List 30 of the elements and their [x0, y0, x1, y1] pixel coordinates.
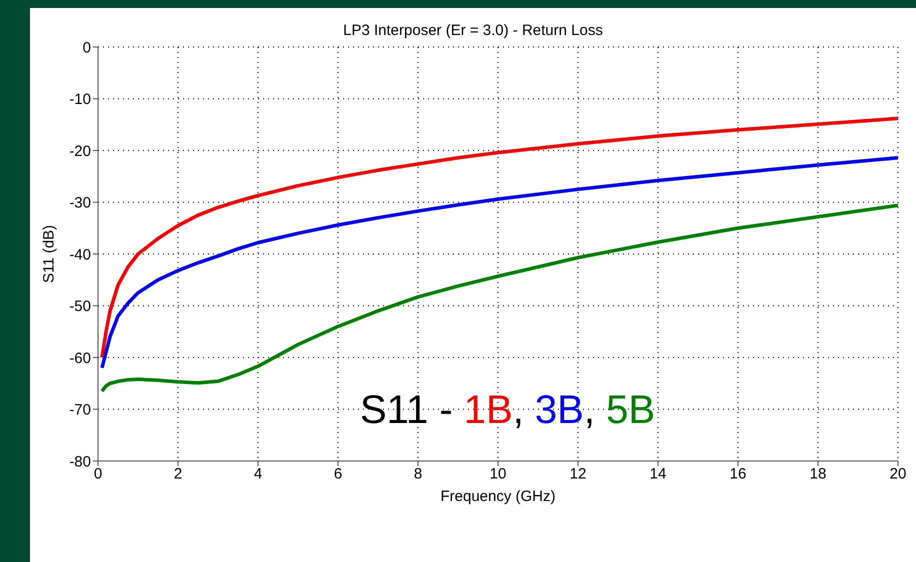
- x-tick-label: 14: [650, 466, 666, 483]
- x-axis-title: Frequency (GHz): [440, 488, 556, 505]
- line-series: [100, 204, 898, 393]
- x-tick-label: 8: [414, 466, 422, 483]
- y-axis-title: S11 (dB): [40, 224, 58, 284]
- x-tick-label: 12: [570, 466, 586, 483]
- y-tick-label: -50: [69, 298, 91, 316]
- line-series: [100, 156, 898, 370]
- y-tick-label: -70: [69, 402, 91, 419]
- annotation: S11 -: [360, 388, 454, 432]
- y-tick-label: -30: [69, 194, 91, 212]
- y-tick-label: -20: [69, 142, 91, 160]
- y-tick-label: -80: [69, 453, 91, 470]
- y-tick-label: -60: [69, 350, 91, 367]
- chart-title: LP3 Interposer (Er = 3.0) - Return Loss: [342, 22, 604, 39]
- x-tick-label: 2: [174, 466, 182, 483]
- x-tick-label: 16: [730, 466, 746, 483]
- y-tick-label: -10: [69, 91, 91, 108]
- y-tick-label: -40: [69, 246, 91, 264]
- x-tick-label: 10: [490, 466, 506, 483]
- x-tick-label: 20: [890, 466, 906, 483]
- x-tick-label: 6: [334, 466, 342, 483]
- x-tick-label: 18: [810, 466, 826, 483]
- y-tick-label: 0: [82, 39, 91, 56]
- x-tick-label: 0: [94, 466, 102, 483]
- line-series: [100, 116, 898, 360]
- x-tick-label: 4: [254, 466, 262, 483]
- text: 1B: [464, 388, 513, 432]
- text: 5B: [606, 388, 656, 432]
- text: 3B: [534, 388, 584, 432]
